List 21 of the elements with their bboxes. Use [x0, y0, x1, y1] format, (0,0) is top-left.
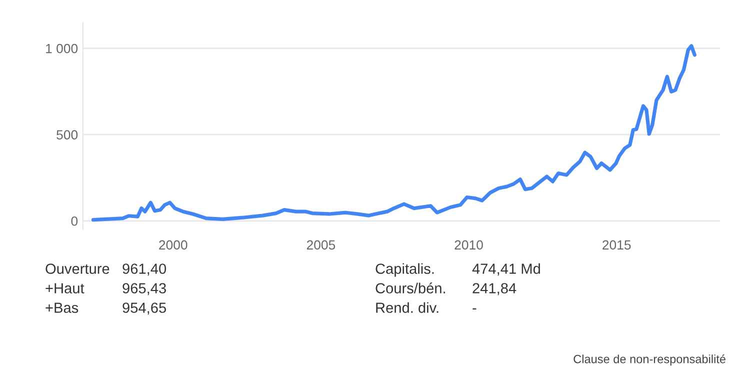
text: Ouverture — [46, 264, 110, 274]
text: Clause de non-responsabilité — [574, 354, 726, 366]
text: Capitalis. — [376, 263, 434, 277]
text: +Haut — [46, 283, 84, 294]
text: 961,40 — [122, 264, 166, 276]
x-tick-label: 2000 — [159, 240, 188, 250]
text: 954,65 — [122, 302, 166, 315]
line-series — [91, 44, 696, 222]
text: 965,43 — [122, 283, 166, 296]
y-tick-label: 0 — [71, 216, 78, 226]
y-tick-label: 500 — [56, 130, 78, 140]
text: Rend. div. — [376, 302, 438, 313]
y-tick-label: 1 000 — [46, 44, 78, 54]
text: 241,84 — [472, 283, 516, 296]
x-tick-label: 2010 — [454, 240, 483, 250]
text: 474,41 Md — [472, 263, 540, 276]
x-tick-label: 2005 — [306, 240, 336, 250]
text: +Bas — [46, 302, 78, 313]
x-tick-label: 2015 — [602, 240, 631, 250]
text: - — [472, 308, 476, 310]
text: Cours/bén. — [376, 282, 446, 294]
